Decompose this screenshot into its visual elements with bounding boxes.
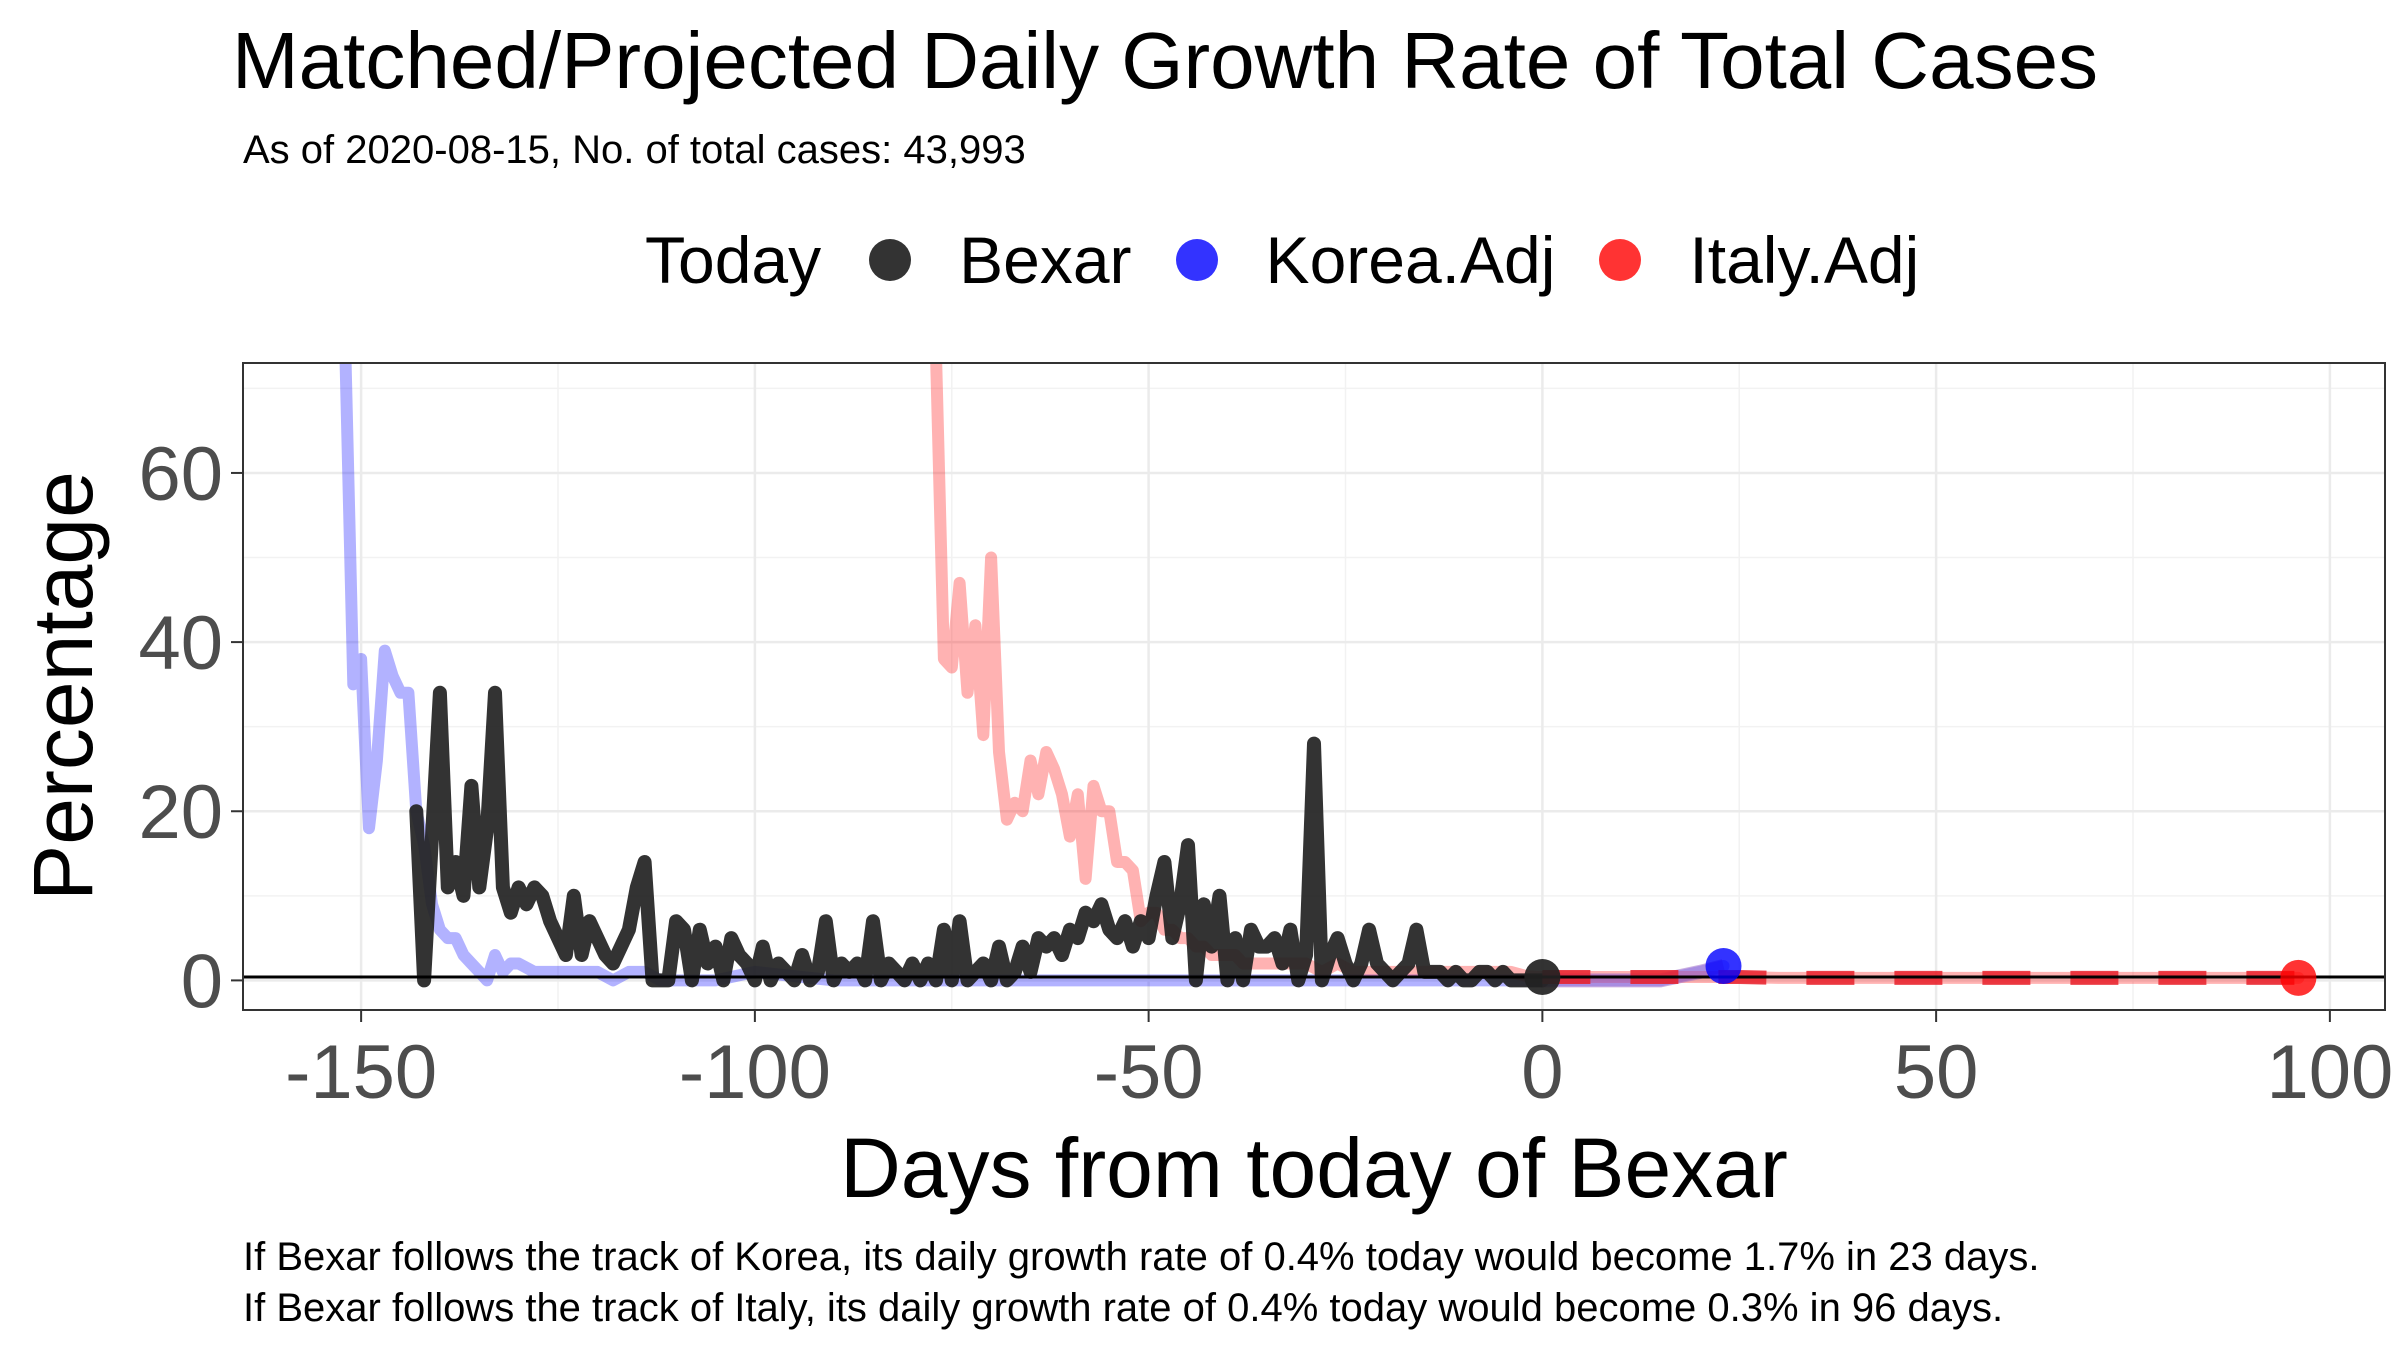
x-axis-title: Days from today of Bexar [840,1121,1788,1215]
x-tick-label: -150 [285,1030,437,1115]
caption-italy: If Bexar follows the track of Italy, its… [243,1286,2004,1330]
y-tick-label: 0 [181,939,223,1024]
ticks: -150 -100 -50 0 50 100 0 20 40 60 [138,432,2393,1115]
today-point-korea-adj [1705,948,1742,985]
legend-dot-korea [1175,239,1218,281]
legend-dot-italy [1599,239,1642,281]
y-tick-label: 20 [138,770,223,855]
y-axis-title: Percentage [16,471,110,901]
x-tick-label: -50 [1094,1030,1204,1115]
legend-title: Today [645,223,822,297]
y-tick-label: 60 [138,432,223,517]
series-line-italy-adj [930,363,2305,984]
points-layer [1524,948,2317,996]
x-tick-label: 100 [2266,1030,2393,1115]
series-layer [243,363,2385,988]
x-tick-label: 0 [1521,1030,1563,1115]
today-point-italy-adj [2280,959,2317,996]
chart-subtitle: As of 2020-08-15, No. of total cases: 43… [243,128,1026,172]
legend-label-bexar: Bexar [959,223,1132,297]
series-line-korea-adj [339,363,1730,987]
x-tick-label: -100 [679,1030,831,1115]
legend-item-korea: Korea.Adj [1175,222,1556,298]
legend-dot-bexar [869,239,912,281]
legend-label-italy: Italy.Adj [1689,223,1920,297]
legend-item-bexar: Bexar [869,222,1132,298]
y-tick-label: 40 [138,601,223,686]
plot-panel-border [242,362,2386,1011]
today-point-bexar [1524,959,1561,996]
legend-item-italy: Italy.Adj [1599,222,1919,298]
x-tick-label: 50 [1894,1030,1979,1115]
caption-korea: If Bexar follows the track of Korea, its… [243,1235,2040,1279]
legend: Today Bexar Korea.Adj Italy.Adj [645,218,1963,302]
legend-label-korea: Korea.Adj [1265,223,1556,297]
chart-title: Matched/Projected Daily Growth Rate of T… [232,16,2099,105]
